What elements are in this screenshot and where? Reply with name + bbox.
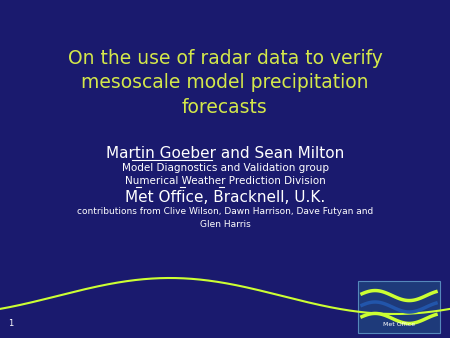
Text: Martin Goeber and Sean Milton: Martin Goeber and Sean Milton bbox=[106, 145, 344, 161]
Text: Met Office, Bracknell, U.K.: Met Office, Bracknell, U.K. bbox=[125, 191, 325, 206]
Text: Model Diagnostics and Validation group: Model Diagnostics and Validation group bbox=[122, 163, 328, 173]
Text: On the use of radar data to verify
mesoscale model precipitation
forecasts: On the use of radar data to verify mesos… bbox=[68, 49, 382, 117]
Text: contributions from Clive Wilson, Dawn Harrison, Dave Futyan and
Glen Harris: contributions from Clive Wilson, Dawn Ha… bbox=[77, 207, 373, 229]
Bar bbox=[358, 281, 440, 333]
Text: Met Office: Met Office bbox=[383, 322, 415, 328]
Text: 1: 1 bbox=[8, 319, 13, 328]
Text: Numerical Weather Prediction Division: Numerical Weather Prediction Division bbox=[125, 176, 325, 186]
